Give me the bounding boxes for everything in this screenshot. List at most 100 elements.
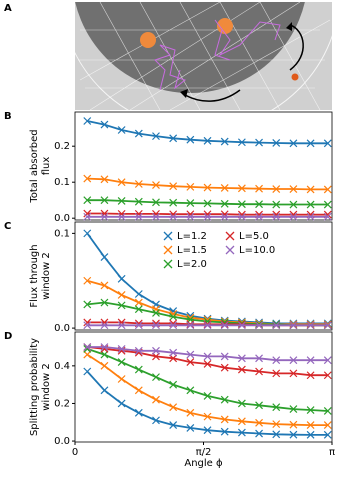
y-axis-label: flux — [41, 157, 52, 176]
data-point — [134, 408, 143, 417]
data-point — [323, 320, 332, 329]
data-point — [117, 301, 126, 310]
window-1 — [140, 32, 156, 48]
data-point — [152, 181, 160, 190]
data-point — [255, 138, 263, 147]
data-point — [306, 421, 315, 430]
data-point — [237, 200, 246, 209]
data-point — [169, 380, 178, 389]
data-point — [255, 321, 263, 330]
data-point — [100, 209, 109, 218]
data-point — [186, 212, 195, 221]
data-point — [289, 356, 298, 365]
data-point — [203, 183, 212, 192]
series-line — [86, 232, 328, 325]
data-point — [100, 386, 109, 395]
data-point — [83, 196, 92, 205]
data-point — [169, 348, 178, 357]
y-axis-label: Flux through — [29, 244, 40, 307]
data-point — [306, 430, 315, 439]
legend-label: L=5.0 — [239, 231, 269, 242]
data-point — [203, 212, 212, 221]
data-point — [100, 212, 109, 221]
data-point — [169, 312, 178, 321]
y-axis-label: window 2 — [41, 252, 52, 299]
data-point — [323, 407, 332, 415]
data-point — [237, 428, 246, 437]
data-point — [323, 212, 332, 221]
legend-label: L=10.0 — [239, 245, 275, 256]
data-point — [100, 361, 109, 370]
data-point — [169, 321, 178, 330]
data-point — [100, 175, 109, 184]
data-point — [100, 196, 109, 205]
data-point — [255, 184, 263, 193]
data-point — [220, 212, 229, 221]
data-point — [306, 212, 315, 221]
x-tick-label: π/2 — [196, 447, 212, 458]
data-point — [220, 137, 229, 146]
data-point — [83, 350, 92, 359]
data-point — [203, 321, 212, 330]
data-point — [117, 274, 126, 283]
legend-marker — [163, 259, 173, 269]
data-point — [152, 321, 160, 330]
data-point — [83, 343, 92, 351]
x-tick-label: π — [329, 447, 335, 458]
data-point — [323, 371, 332, 380]
data-point — [134, 290, 143, 298]
data-point — [255, 367, 263, 376]
y-axis-label: window 2 — [41, 363, 52, 410]
data-point — [117, 358, 126, 367]
data-point — [169, 421, 178, 430]
data-point — [272, 212, 281, 221]
trajectory — [154, 19, 281, 91]
data-point — [255, 212, 263, 221]
panel-label: A — [4, 3, 12, 14]
arrow-head — [286, 22, 292, 31]
data-point — [117, 399, 126, 408]
data-point — [134, 305, 143, 314]
data-point — [289, 320, 298, 329]
data-point — [255, 418, 263, 427]
data-point — [323, 430, 332, 439]
data-point — [100, 321, 109, 330]
data-point — [100, 253, 109, 261]
data-point — [83, 367, 92, 376]
data-point — [117, 375, 126, 383]
data-point — [272, 139, 281, 147]
data-point — [169, 354, 178, 363]
panel-label: C — [4, 221, 11, 232]
data-point — [83, 209, 92, 218]
y-tick-label: 0.0 — [54, 436, 70, 447]
data-point — [306, 139, 315, 148]
legend-marker — [225, 231, 235, 241]
data-point — [152, 352, 160, 361]
data-point — [117, 212, 126, 221]
data-point — [237, 212, 246, 221]
data-point — [169, 182, 178, 191]
data-point — [255, 401, 263, 410]
data-point — [220, 352, 229, 361]
data-point — [306, 371, 315, 380]
data-point — [306, 321, 315, 330]
data-point — [272, 321, 281, 330]
data-point — [134, 129, 143, 138]
data-point — [186, 320, 195, 329]
data-point — [186, 199, 195, 208]
data-point — [186, 321, 195, 330]
data-point — [237, 184, 246, 193]
data-point — [203, 392, 212, 400]
x-axis-label: Angle ϕ — [184, 458, 223, 469]
series-line — [86, 353, 328, 426]
data-point — [237, 321, 246, 330]
data-point — [289, 430, 298, 439]
data-point — [152, 416, 160, 425]
data-point — [186, 135, 195, 144]
data-point — [237, 417, 246, 426]
data-point — [289, 369, 298, 378]
data-point — [152, 346, 160, 355]
data-point — [203, 412, 212, 421]
data-point — [203, 352, 212, 361]
data-point — [186, 182, 195, 191]
